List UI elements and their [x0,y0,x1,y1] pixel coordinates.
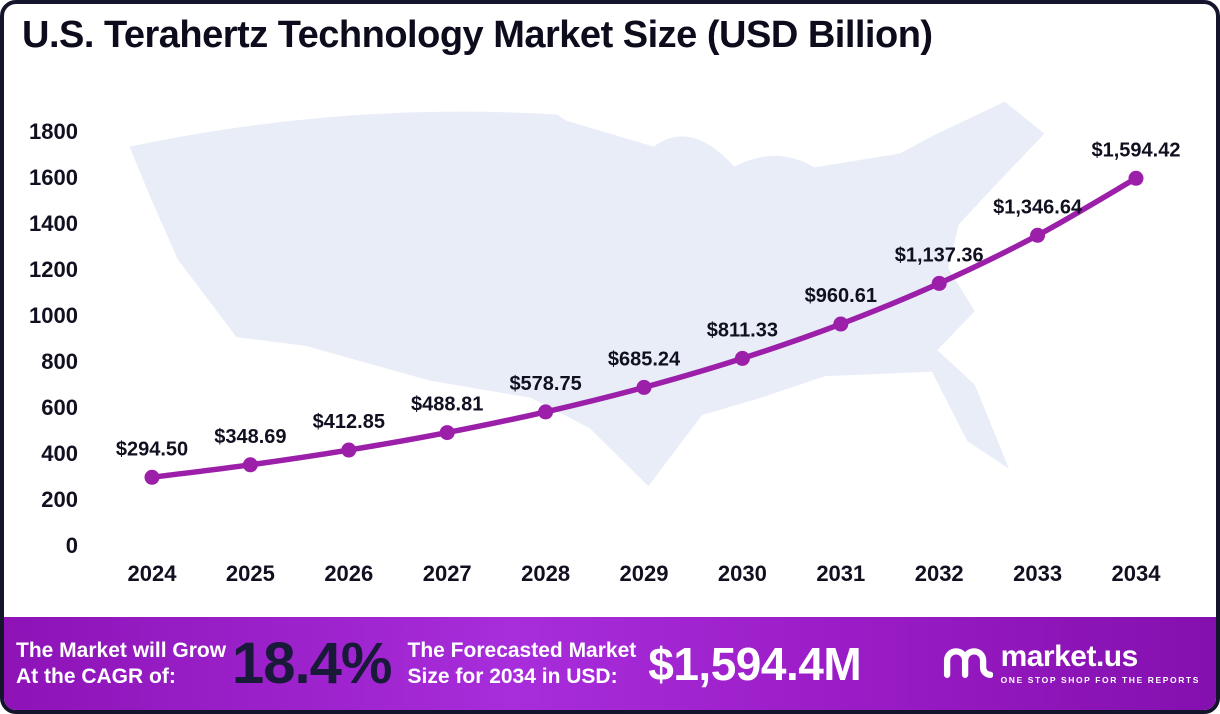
data-point-label: $811.33 [707,319,778,341]
forecast-value: $1,594.4M [648,637,862,690]
forecast-label-line1: The Forecasted Market [407,638,637,662]
data-point-label: $1,346.64 [993,196,1083,218]
x-tick-label: 2027 [423,561,472,586]
y-tick-label: 1400 [29,211,78,236]
data-point-label: $348.69 [214,426,286,448]
page-title: U.S. Terahertz Technology Market Size (U… [22,14,933,56]
data-point [734,350,750,366]
data-point [931,275,947,291]
x-tick-label: 2032 [915,561,964,586]
data-point [1030,227,1046,243]
forecast-label: The Forecasted Market Size for 2034 in U… [408,638,637,689]
x-tick-label: 2033 [1013,561,1062,586]
market-us-logo-icon [943,647,993,678]
cagr-label: The Market will Grow At the CAGR of: [16,638,226,689]
data-point-label: $1,137.36 [895,244,984,266]
data-point [439,425,455,441]
x-tick-label: 2026 [324,561,373,586]
y-tick-label: 400 [41,441,78,466]
data-point [144,469,160,485]
forecast-label-line2: Size for 2034 in USD: [407,664,618,688]
data-point-label: $294.50 [116,438,188,460]
y-tick-label: 800 [41,349,78,374]
x-tick-label: 2024 [128,561,178,586]
y-tick-label: 1200 [29,257,78,282]
x-tick-label: 2030 [718,561,767,586]
y-tick-label: 0 [66,533,78,558]
data-point-label: $960.61 [805,285,877,307]
footer-banner: The Market will Grow At the CAGR of: 18.… [4,617,1216,710]
x-tick-label: 2028 [521,561,570,586]
brand-tagline: ONE STOP SHOP FOR THE REPORTS [1000,675,1200,686]
y-tick-label: 1000 [29,303,78,328]
y-tick-label: 1800 [29,119,78,144]
cagr-label-line2: At the CAGR of: [16,664,176,688]
market-size-line [149,175,1139,481]
x-tick-label: 2025 [226,561,275,586]
cagr-label-line1: The Market will Grow [16,638,227,662]
data-point-label: $1,594.42 [1092,139,1181,161]
brand-name: market.us [1000,640,1139,674]
data-point [636,379,652,395]
market-size-chart: 0 200 400 600 800 1000 1200 1400 1600 1800 2024 202… [4,74,1216,614]
x-tick-label: 2034 [1112,561,1162,586]
cagr-value: 18.4% [232,631,392,696]
data-point [538,404,554,420]
y-tick-label: 200 [41,487,78,512]
data-point [341,442,357,458]
x-tick-label: 2031 [816,561,865,586]
data-point [242,457,258,473]
y-tick-label: 600 [41,395,78,420]
data-point-label: $412.85 [313,411,385,433]
data-point [1128,170,1144,186]
data-point-label: $578.75 [509,373,581,395]
data-point [833,316,849,332]
y-tick-label: 1600 [29,165,78,190]
x-tick-label: 2029 [620,561,669,586]
data-point-label: $488.81 [411,394,483,416]
market-us-brand: market.us ONE STOP SHOP FOR THE REPORTS [939,637,1200,691]
data-point-label: $685.24 [608,348,681,370]
line-chart-canvas: 0 200 400 600 800 1000 1200 1400 1600 1800 2024 202… [29,119,1181,586]
